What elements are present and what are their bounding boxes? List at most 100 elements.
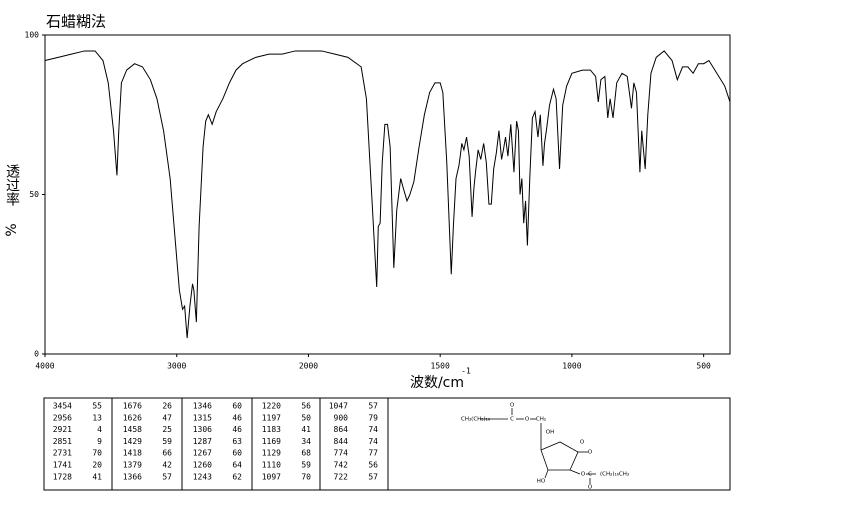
peak-wavenumber: 1183 [262, 425, 281, 434]
peak-transmittance: 4 [97, 425, 102, 434]
structure-label: O [525, 417, 530, 423]
peak-transmittance: 63 [232, 437, 242, 446]
structure-label: CH₃(CH₂)₁₆ [461, 417, 491, 423]
peak-transmittance: 34 [301, 437, 311, 446]
peak-wavenumber: 742 [334, 461, 349, 470]
peak-wavenumber: 1418 [123, 449, 142, 458]
peak-wavenumber: 2731 [53, 449, 72, 458]
structure-label: O [588, 450, 593, 456]
x-tick-label: 1000 [562, 362, 581, 371]
peak-transmittance: 66 [162, 449, 172, 458]
peak-transmittance: 9 [97, 437, 102, 446]
peak-wavenumber: 1169 [262, 437, 281, 446]
y-tick-label: 0 [34, 350, 39, 359]
peak-wavenumber: 1287 [193, 437, 212, 446]
ring [540, 441, 579, 471]
peak-wavenumber: 1110 [262, 461, 281, 470]
x-tick-label: 4000 [35, 362, 54, 371]
peak-transmittance: 60 [232, 402, 242, 411]
structure-label: CH₂ [536, 417, 546, 423]
structure-label: O [581, 472, 586, 478]
structure-label: O [588, 485, 593, 491]
peak-table-frame [43, 397, 731, 491]
structure-label: O [510, 403, 515, 409]
x-tick-label: 3000 [167, 362, 186, 371]
peak-wavenumber: 1346 [193, 402, 212, 411]
peak-transmittance: 20 [92, 461, 102, 470]
spectrum-line [44, 50, 731, 339]
peak-transmittance: 70 [92, 449, 102, 458]
peak-transmittance: 25 [162, 425, 172, 434]
peak-transmittance: 57 [368, 402, 378, 411]
peak-transmittance: 42 [162, 461, 172, 470]
structure-label: HO [537, 479, 546, 485]
peak-transmittance: 60 [232, 449, 242, 458]
chart-title: 石蜡糊法 [46, 13, 106, 31]
plot-frame [44, 34, 731, 355]
peak-wavenumber: 864 [334, 425, 349, 434]
peak-transmittance: 79 [368, 413, 378, 422]
x-tick-label: 500 [696, 362, 711, 371]
structure-label: C [588, 472, 592, 478]
y-tick-label: 100 [25, 31, 40, 40]
y-tick-label: 50 [29, 190, 39, 199]
peak-transmittance: 77 [368, 449, 378, 458]
peak-wavenumber: 900 [334, 413, 349, 422]
table-dividers [111, 398, 389, 490]
peak-wavenumber: 1097 [262, 472, 281, 481]
peak-wavenumber: 1197 [262, 413, 281, 422]
peak-wavenumber: 1315 [193, 413, 212, 422]
peak-transmittance: 57 [162, 472, 172, 481]
peak-wavenumber: 1366 [123, 472, 142, 481]
peak-wavenumber: 1260 [193, 461, 212, 470]
peak-transmittance: 70 [301, 472, 311, 481]
peak-transmittance: 46 [232, 425, 242, 434]
peak-wavenumber: 1379 [123, 461, 142, 470]
peak-wavenumber: 1429 [123, 437, 142, 446]
y-axis-unit: % [4, 223, 20, 236]
structure-label: OH [546, 430, 554, 436]
structure-bonds [480, 408, 596, 484]
peak-transmittance: 68 [301, 449, 311, 458]
peak-wavenumber: 1129 [262, 449, 281, 458]
bond [544, 469, 549, 479]
structure-label: C [510, 417, 514, 423]
structure-label: O [580, 440, 585, 446]
peak-transmittance: 46 [232, 413, 242, 422]
peak-wavenumber: 1626 [123, 413, 142, 422]
peak-transmittance: 56 [368, 461, 378, 470]
peak-wavenumber: 3454 [53, 402, 72, 411]
x-tick-label: 1500 [431, 362, 450, 371]
peak-wavenumber: 844 [334, 437, 349, 446]
peak-wavenumber: 1458 [123, 425, 142, 434]
peak-transmittance: 55 [92, 402, 102, 411]
peak-wavenumber: 1676 [123, 402, 142, 411]
peak-transmittance: 50 [301, 413, 311, 422]
peak-wavenumber: 2851 [53, 437, 72, 446]
peak-wavenumber: 1243 [193, 472, 212, 481]
peak-wavenumber: 1267 [193, 449, 212, 458]
peak-transmittance: 74 [368, 425, 378, 434]
peak-transmittance: 26 [162, 402, 172, 411]
y-axis-label: 透过率 [4, 164, 20, 206]
peak-wavenumber: 1306 [193, 425, 212, 434]
bond [569, 469, 581, 475]
peak-transmittance: 62 [232, 472, 242, 481]
peak-wavenumber: 1047 [329, 402, 348, 411]
peak-transmittance: 57 [368, 472, 378, 481]
peak-transmittance: 47 [162, 413, 172, 422]
peak-wavenumber: 1728 [53, 472, 72, 481]
x-tick-label: 2000 [299, 362, 318, 371]
peak-transmittance: 56 [301, 402, 311, 411]
peak-transmittance: 59 [301, 461, 311, 470]
peak-transmittance: 41 [92, 472, 102, 481]
structure-label: (CH₂)₁₆CH₃ [600, 472, 629, 478]
x-axis-label: 波数/cm [410, 375, 464, 391]
peak-wavenumber: 2956 [53, 413, 72, 422]
peak-transmittance: 13 [92, 413, 102, 422]
peak-wavenumber: 2921 [53, 425, 72, 434]
peak-wavenumber: 722 [334, 472, 349, 481]
peak-wavenumber: 1220 [262, 402, 281, 411]
peak-transmittance: 74 [368, 437, 378, 446]
